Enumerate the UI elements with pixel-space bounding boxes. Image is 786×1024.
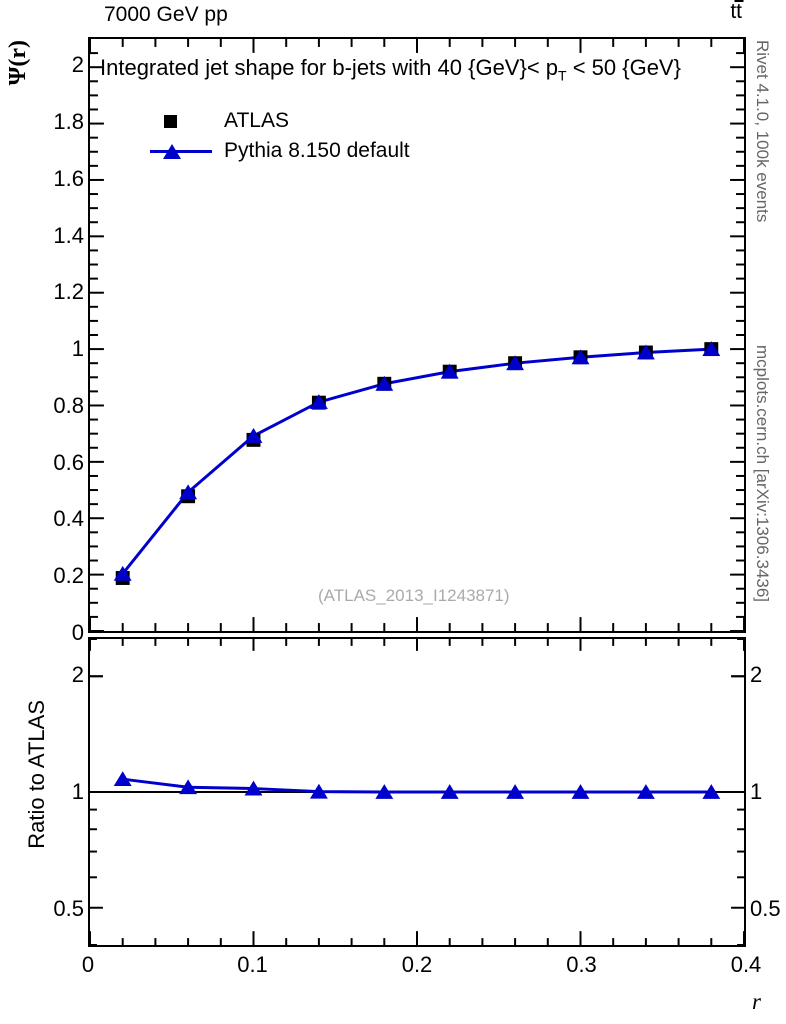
- process-label: tt: [730, 1, 742, 22]
- ratio-y-tick-label-right: 0.5: [750, 896, 781, 922]
- ratio-y-tick-label: 2: [71, 661, 84, 687]
- legend-marker-triangle-icon: [150, 136, 212, 166]
- x-tick-label: 0.4: [730, 952, 762, 977]
- main-y-ticks: [90, 52, 744, 631]
- legend-label-pythia: Pythia 8.150 default: [224, 139, 410, 162]
- main-y-tick-label: 0: [71, 620, 84, 645]
- main-y-tick-label: 1: [71, 336, 84, 362]
- main-y-tick-label: 0.8: [53, 392, 84, 418]
- main-y-tick-label: 0.6: [53, 449, 84, 475]
- rivet-version-annotation: Rivet 4.1.0, 100k events: [753, 40, 772, 223]
- x-tick-labels: 0 0.1 0.2 0.3 0.4: [0, 952, 786, 986]
- ratio-plot-frame: [88, 637, 746, 947]
- ratio-y-tick-labels-right: 0.5 1 2: [750, 637, 786, 947]
- x-tick-label: 0.1: [237, 952, 268, 977]
- main-y-axis-title: Ψ(r): [5, 40, 31, 86]
- pythia-line: [121, 347, 712, 575]
- plot-title-main: Integrated jet shape for b-jets with 40 …: [100, 55, 559, 80]
- main-bottom-ticks: [90, 617, 744, 631]
- ratio-y-tick-label: 0.5: [53, 896, 84, 922]
- plot-title-subscript: T: [558, 67, 567, 84]
- x-tick-label: 0: [81, 952, 95, 977]
- main-y-tick-label: 1.4: [53, 222, 84, 248]
- plot-title: Integrated jet shape for b-jets with 40 …: [100, 55, 681, 84]
- ratio-y-tick-label: 1: [71, 779, 84, 804]
- legend-entry-pythia[interactable]: Pythia 8.150 default: [150, 136, 410, 166]
- ratio-pythia-markers: [113, 771, 721, 799]
- x-tick-label: 0.3: [566, 952, 597, 977]
- main-plot-frame: [88, 37, 746, 633]
- pythia-markers: [113, 341, 721, 581]
- ratio-plot-svg: [90, 639, 744, 945]
- ratio-y-tick-label-right: 2: [750, 661, 763, 687]
- main-plot-svg: [90, 39, 744, 631]
- analysis-watermark: (ATLAS_2013_I1243871): [318, 586, 510, 605]
- main-y-tick-label: 0.2: [53, 563, 84, 589]
- legend-label-atlas: ATLAS: [224, 109, 289, 132]
- process-t1: t: [730, 0, 737, 23]
- beam-energy-label: 7000 GeV pp: [104, 3, 228, 26]
- main-y-tick-label: 2: [71, 52, 84, 78]
- ratio-top-ticks: [90, 639, 744, 651]
- plot-title-rest: < 50 {GeV}: [566, 55, 681, 80]
- x-tick-label: 0.2: [401, 952, 433, 977]
- main-y-tick-label: 1.6: [53, 165, 84, 191]
- process-tbar: t: [736, 0, 742, 23]
- ratio-pythia-line: [122, 777, 712, 794]
- ratio-bottom-ticks: [90, 931, 744, 945]
- main-y-tick-label: 1.8: [53, 109, 84, 135]
- main-y-tick-labels: 0 0.2 0.4 0.6 0.8 1 1.2 1.4 1.6 1.8 2: [0, 37, 84, 645]
- legend: ATLAS Pythia 8.150 default: [150, 106, 410, 166]
- ratio-y-tick-labels: 0.5 1 2: [0, 637, 84, 947]
- main-y-tick-label: 1.2: [53, 279, 84, 305]
- main-y-tick-label: 0.4: [53, 506, 84, 532]
- legend-marker-square-icon: [150, 106, 212, 136]
- ratio-y-tick-label-right: 1: [750, 779, 763, 804]
- main-top-ticks: [90, 39, 744, 53]
- ratio-y-axis-title: Ratio to ATLAS: [24, 700, 49, 849]
- x-axis-title: r: [752, 989, 761, 1014]
- mcplots-annotation: mcplots.cern.ch [arXiv:1306.3436]: [753, 345, 772, 603]
- legend-entry-atlas[interactable]: ATLAS: [150, 106, 410, 136]
